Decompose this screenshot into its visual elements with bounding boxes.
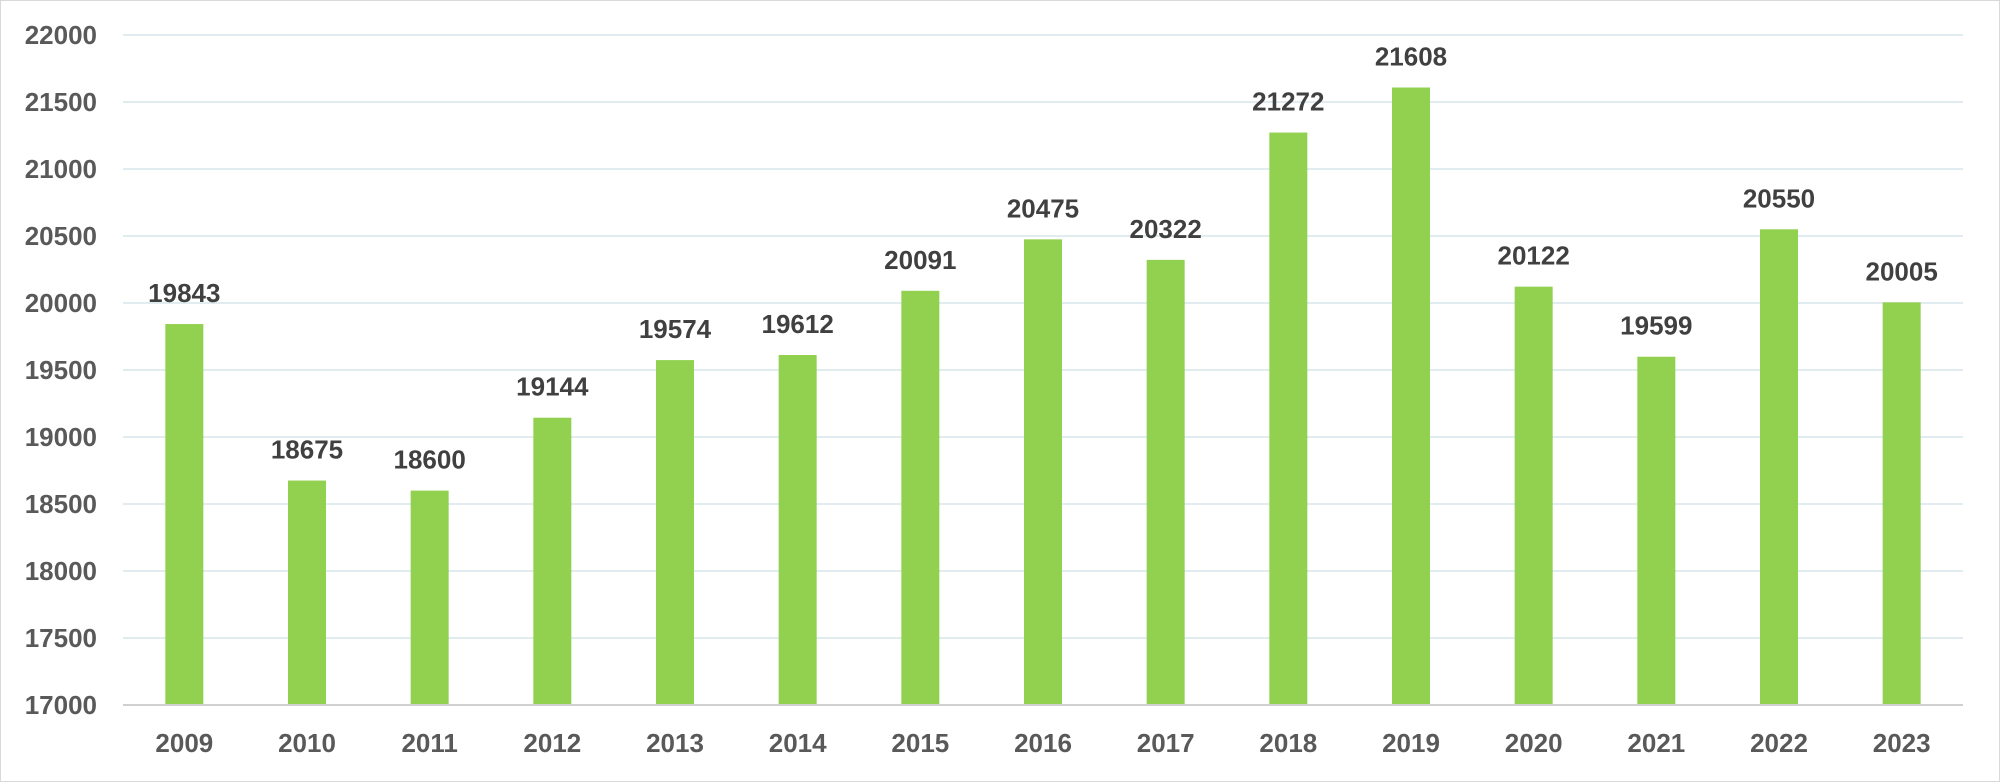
- data-label: 19144: [516, 372, 589, 402]
- bar: [1760, 229, 1798, 706]
- data-labels: 19843 18675 18600 19144 19574 19612 20091 20475…: [148, 42, 1938, 475]
- bar: [1392, 87, 1430, 705]
- data-label: 18600: [394, 445, 466, 475]
- axes: 17000 17500 18000 18500 19000 19500 20000 20500…: [25, 20, 1963, 758]
- y-tick-label: 20000: [25, 288, 97, 318]
- data-label: 18675: [271, 435, 343, 465]
- y-tick-label: 18500: [25, 489, 97, 519]
- bars: [165, 87, 1921, 706]
- bar: [656, 360, 694, 705]
- data-label: 20550: [1743, 183, 1815, 213]
- bar: [1146, 259, 1185, 705]
- data-label: 20322: [1130, 214, 1202, 244]
- bar: [1514, 286, 1553, 705]
- bar: [1024, 239, 1062, 705]
- x-tick-label: 2010: [278, 728, 336, 758]
- y-tick-label: 17500: [25, 623, 97, 653]
- y-tick-label: 18000: [25, 556, 97, 586]
- x-tick-label: 2021: [1627, 728, 1685, 758]
- data-label: 19599: [1620, 311, 1692, 341]
- x-tick-label: 2013: [646, 728, 704, 758]
- bar: [1637, 356, 1676, 705]
- bar: [288, 480, 326, 705]
- x-tick-label: 2017: [1137, 728, 1195, 758]
- data-label: 19612: [762, 309, 834, 339]
- x-tick-label: 2012: [523, 728, 581, 758]
- y-tick-label: 17000: [25, 690, 97, 720]
- data-label: 19574: [639, 314, 712, 344]
- y-tick-label: 21000: [25, 154, 97, 184]
- data-label: 20475: [1007, 193, 1079, 223]
- y-tick-label: 20500: [25, 221, 97, 251]
- data-label: 20122: [1498, 241, 1570, 271]
- y-tick-label: 21500: [25, 87, 97, 117]
- x-tick-label: 2014: [769, 728, 827, 758]
- bar: [1269, 132, 1308, 705]
- bar: [1882, 302, 1921, 705]
- data-label: 21608: [1375, 42, 1447, 72]
- x-tick-label: 2016: [1014, 728, 1072, 758]
- y-tick-label: 19500: [25, 355, 97, 385]
- x-tick-label: 2018: [1259, 728, 1317, 758]
- x-tick-label: 2015: [891, 728, 949, 758]
- data-label: 21272: [1252, 87, 1324, 117]
- bar: [901, 290, 940, 705]
- y-tick-label: 22000: [25, 20, 97, 50]
- y-tick-label: 19000: [25, 422, 97, 452]
- data-label: 20091: [884, 245, 956, 275]
- bar: [165, 324, 204, 705]
- x-tick-label: 2009: [155, 728, 213, 758]
- x-tick-label: 2022: [1750, 728, 1808, 758]
- bar: [778, 354, 817, 705]
- data-label: 20005: [1866, 256, 1938, 286]
- x-tick-label: 2023: [1873, 728, 1931, 758]
- data-label: 19843: [148, 278, 220, 308]
- bar: [533, 417, 572, 705]
- bar: [410, 490, 449, 705]
- x-tick-label: 2020: [1505, 728, 1563, 758]
- x-tick-label: 2011: [401, 728, 457, 758]
- x-tick-label: 2019: [1382, 728, 1440, 758]
